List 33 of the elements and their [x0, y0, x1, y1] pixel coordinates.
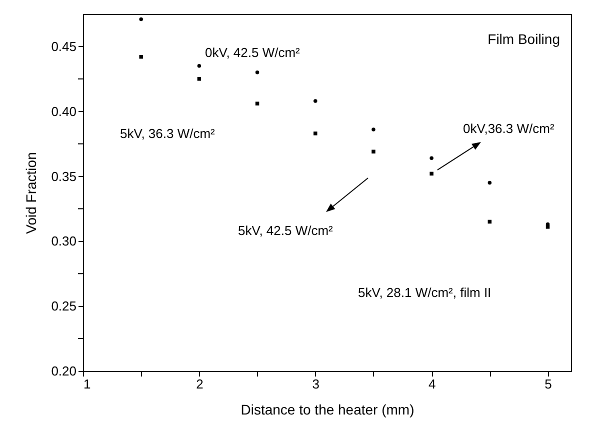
y-tick-label: 0.30 — [51, 234, 76, 249]
point — [314, 99, 318, 103]
point — [197, 77, 202, 81]
y-tick-label: 0.25 — [51, 298, 76, 314]
x-tick-label: 4 — [428, 376, 436, 392]
point — [488, 180, 492, 185]
point — [430, 172, 434, 176]
point — [314, 132, 318, 136]
y-tick-label: 0.45 — [51, 38, 76, 54]
x-tick-label: 2 — [196, 376, 204, 392]
x-tick-label: 3 — [312, 376, 320, 392]
text: Film Boiling — [488, 31, 560, 47]
x-axis-title: Distance to the heater (mm) — [240, 402, 414, 418]
point — [255, 102, 260, 106]
point — [372, 128, 376, 132]
point — [255, 70, 260, 74]
annotation: 5kV, 28.1 W/cm², film II — [358, 285, 492, 300]
point — [197, 64, 202, 68]
y-axis-title: Void Fraction — [23, 152, 40, 234]
point — [139, 54, 143, 59]
point — [372, 150, 376, 154]
point — [139, 17, 143, 22]
annotation: 0kV,36.3 W/cm² — [463, 121, 555, 136]
x-tick-label: 1 — [84, 376, 91, 392]
y-tick-label: 0.35 — [51, 168, 76, 184]
point — [546, 225, 550, 229]
x-tick-label: 5 — [544, 376, 552, 392]
annotation: 0kV, 42.5 W/cm² — [205, 45, 301, 60]
y-tick-label: 0.20 — [51, 364, 76, 378]
annotation: 5kV, 42.5 W/cm² — [238, 223, 334, 238]
annotation: 5kV, 36.3 W/cm² — [120, 126, 216, 141]
point — [430, 156, 434, 160]
y-tick-label: 0.40 — [51, 104, 76, 119]
